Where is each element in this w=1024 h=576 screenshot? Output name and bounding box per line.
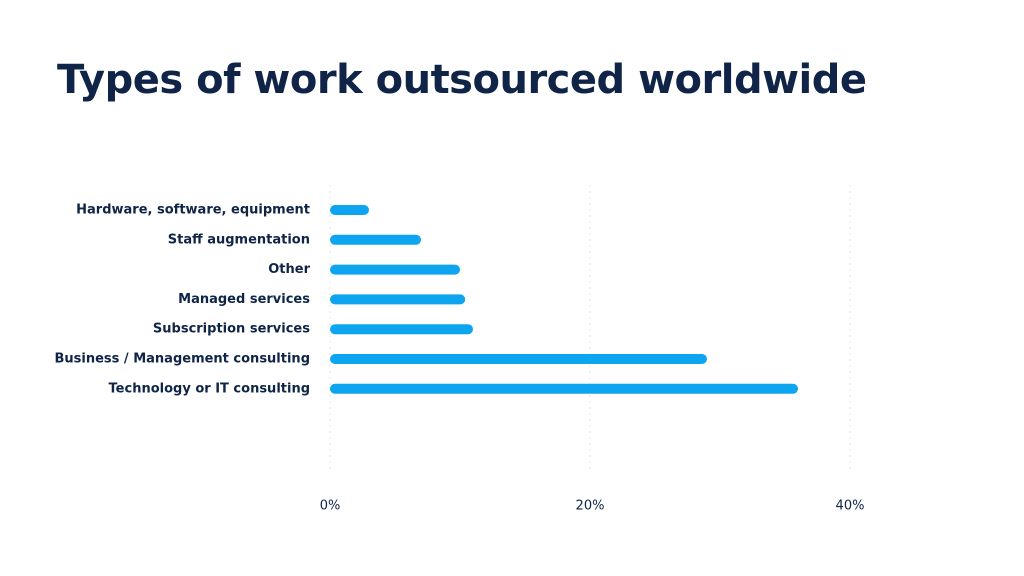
x-tick-label-layer: 0% 20% 40% <box>320 499 865 514</box>
category-label-2: Other <box>268 262 310 277</box>
category-label-5: Business / Management consulting <box>55 352 311 367</box>
category-label-4: Subscription services <box>153 322 310 337</box>
bar-3 <box>330 294 466 305</box>
bar-2 <box>330 264 460 275</box>
x-tick-label-2: 40% <box>836 499 865 514</box>
x-tick-label-1: 20% <box>576 499 605 514</box>
page-title: Types of work outsourced worldwide <box>57 57 867 103</box>
bar-6 <box>330 383 798 394</box>
category-label-3: Managed services <box>178 292 310 307</box>
bar-4 <box>330 324 473 335</box>
x-tick-label-0: 0% <box>320 499 341 514</box>
category-label-1: Staff augmentation <box>168 232 310 247</box>
category-label-0: Hardware, software, equipment <box>76 203 310 218</box>
category-label-layer: Hardware, software, equipment Staff augme… <box>55 203 311 397</box>
category-label-6: Technology or IT consulting <box>109 381 310 396</box>
bar-5 <box>330 354 707 364</box>
bar-1 <box>330 234 421 245</box>
bar-0 <box>330 205 369 215</box>
bar-layer <box>330 205 798 394</box>
